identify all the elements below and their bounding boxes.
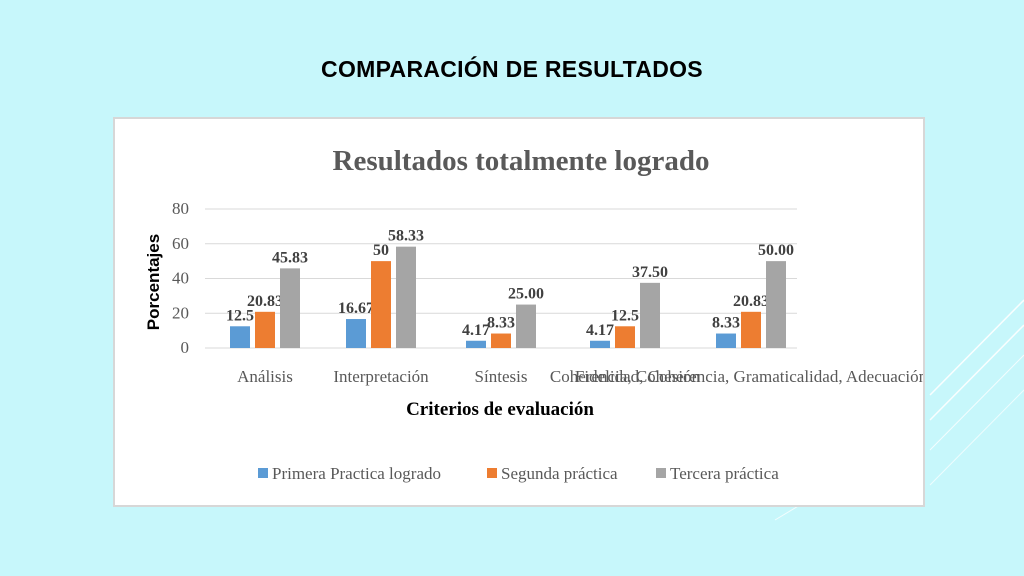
bar-2 <box>491 333 511 348</box>
y-tick-label: 0 <box>181 338 190 357</box>
y-axis-label: Porcentajes <box>144 234 163 330</box>
data-label: 45.83 <box>272 249 308 266</box>
x-tick-label: Análisis <box>237 367 293 386</box>
chart-title: Resultados totalmente logrado <box>333 145 710 177</box>
y-tick-label: 20 <box>172 303 189 322</box>
x-tick-label: Síntesis <box>475 367 528 386</box>
bar-1 <box>466 340 486 348</box>
data-label: 4.17 <box>462 322 490 339</box>
y-tick-label: 60 <box>172 234 189 253</box>
bar-1 <box>716 333 736 348</box>
bar-1 <box>346 319 366 348</box>
data-label: 50.00 <box>758 242 794 259</box>
data-label: 20.83 <box>733 293 769 310</box>
bar-2 <box>615 326 635 348</box>
data-label: 50 <box>373 242 389 259</box>
chart-frame: Resultados totalmente logrado Porcentaje… <box>113 117 928 507</box>
data-label: 4.17 <box>586 322 614 339</box>
legend-label: Primera Practica logrado <box>272 464 441 483</box>
legend-label: Segunda práctica <box>501 464 618 483</box>
bar-2 <box>371 261 391 348</box>
data-label: 8.33 <box>487 315 515 332</box>
bar-3 <box>516 304 536 348</box>
slide-title: COMPARACIÓN DE RESULTADOS <box>321 56 703 82</box>
x-tick-label: Interpretación <box>333 367 429 386</box>
data-label: 25.00 <box>508 286 544 303</box>
x-tick-label: Coherencia, Cohesión <box>550 367 701 386</box>
data-label: 12.5 <box>226 307 254 324</box>
x-axis-label: Criterios de evaluación <box>406 399 594 420</box>
bar-2 <box>741 311 761 348</box>
bar-1 <box>230 326 250 348</box>
bar-2 <box>255 311 275 348</box>
legend-swatch <box>656 468 666 478</box>
legend-swatch <box>487 468 497 478</box>
legend-label: Tercera práctica <box>670 464 779 483</box>
data-label: 16.67 <box>338 300 374 317</box>
bar-3 <box>396 246 416 348</box>
data-label: 20.83 <box>247 293 283 310</box>
data-label: 12.5 <box>611 307 639 324</box>
bar-chart: Resultados totalmente logrado Porcentaje… <box>144 145 928 483</box>
data-label: 8.33 <box>712 315 740 332</box>
bar-3 <box>640 282 660 348</box>
bar-3 <box>280 268 300 348</box>
bar-1 <box>590 340 610 348</box>
bar-3 <box>766 261 786 348</box>
data-label: 58.33 <box>388 228 424 245</box>
y-tick-label: 80 <box>172 199 189 218</box>
data-label: 37.50 <box>632 264 668 281</box>
x-tick-label: Fidelidad, Coherencia, Gramaticalidad, A… <box>575 367 923 386</box>
legend-swatch <box>258 468 268 478</box>
y-tick-label: 40 <box>172 269 189 288</box>
